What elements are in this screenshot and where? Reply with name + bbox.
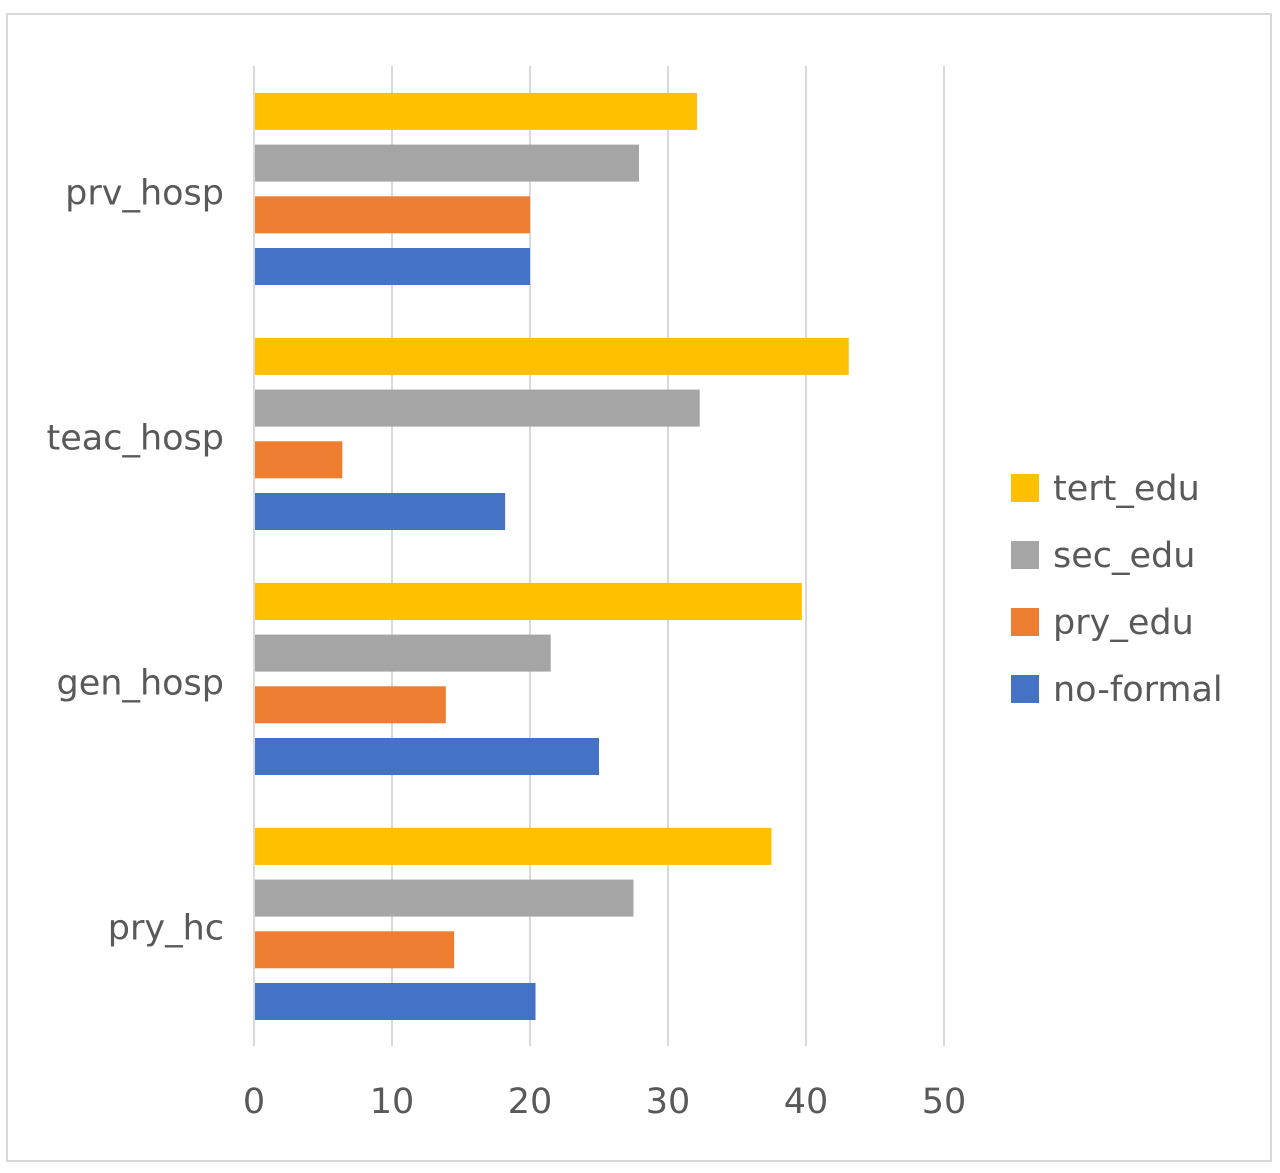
bar-tert_edu-prv_hosp xyxy=(255,92,697,130)
bar-tert_edu-teac_hosp xyxy=(255,337,849,375)
bar-tert_edu-pry_hc xyxy=(255,827,772,865)
legend-swatch-no-formal xyxy=(1011,675,1039,703)
category-labels: pry_hc gen_hosp teac_hosp prv_hosp xyxy=(47,174,225,949)
category-label: gen_hosp xyxy=(57,664,224,704)
x-tick-label: 10 xyxy=(370,1082,415,1122)
category-label: teac_hosp xyxy=(47,419,225,459)
bar-sec_edu-gen_hosp xyxy=(255,634,551,672)
x-tick-label: 20 xyxy=(508,1082,553,1122)
bar-sec_edu-prv_hosp xyxy=(255,144,640,182)
category-label: prv_hosp xyxy=(65,174,224,214)
legend-label: pry_edu xyxy=(1053,603,1194,643)
legend-label: no-formal xyxy=(1053,670,1223,710)
bar-no-formal-gen_hosp xyxy=(255,738,599,775)
bar-tert_edu-gen_hosp xyxy=(255,582,802,620)
bar-sec_edu-pry_hc xyxy=(255,879,634,917)
legend-swatch-sec_edu xyxy=(1011,541,1039,569)
bar-no-formal-pry_hc xyxy=(255,983,536,1020)
bar-pry_edu-prv_hosp xyxy=(255,196,530,234)
x-tick-labels: 0 10 20 30 40 50 xyxy=(243,1082,966,1122)
legend: tert_edu sec_edu pry_edu no-formal xyxy=(1011,469,1223,710)
bar-sec_edu-teac_hosp xyxy=(255,389,700,427)
bar-pry_edu-teac_hosp xyxy=(255,441,343,479)
legend-swatch-tert_edu xyxy=(1011,474,1039,502)
bar-no-formal-teac_hosp xyxy=(255,493,506,530)
bars xyxy=(255,92,849,1020)
legend-label: sec_edu xyxy=(1053,536,1195,576)
category-label: pry_hc xyxy=(108,909,224,949)
x-tick-label: 30 xyxy=(646,1082,691,1122)
bar-no-formal-prv_hosp xyxy=(255,248,530,285)
x-tick-label: 40 xyxy=(784,1082,829,1122)
legend-swatch-pry_edu xyxy=(1011,608,1039,636)
bar-pry_edu-pry_hc xyxy=(255,931,455,969)
legend-label: tert_edu xyxy=(1053,469,1200,509)
x-tick-label: 0 xyxy=(243,1082,265,1122)
x-tick-label: 50 xyxy=(922,1082,967,1122)
bar-pry_edu-gen_hosp xyxy=(255,686,446,724)
